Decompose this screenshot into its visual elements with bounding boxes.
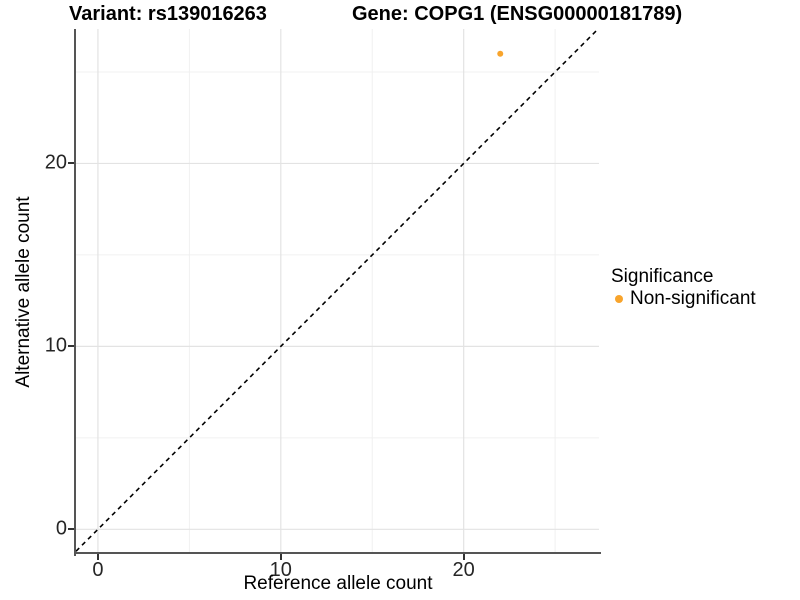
plot-panel [76,29,599,554]
x-tick-label: 10 [269,559,292,581]
y-tick-mark [68,528,74,531]
x-tick-mark [462,554,465,560]
y-tick-label: 20 [44,151,67,174]
legend-item-label: Non-significant [630,288,756,309]
legend-title: Significance [611,266,714,287]
x-axis-title: Reference allele count [243,573,433,594]
identity-line [76,29,599,552]
plot-title-variant: Variant: rs139016263 [69,3,267,25]
x-tick-label: 0 [92,559,104,581]
y-axis-title: Alternative allele count [13,196,34,388]
y-axis-line [74,29,76,556]
x-tick-mark [96,554,99,560]
y-tick-mark [68,345,74,348]
x-axis-line [74,552,601,554]
y-tick-mark [68,162,74,165]
plot-canvas [76,29,599,554]
x-tick-label: 20 [452,559,475,581]
y-tick-label: 10 [44,334,67,357]
point-swatch-icon [615,295,623,303]
data-point [497,50,504,57]
y-tick-label: 0 [55,517,67,540]
x-tick-mark [279,554,282,560]
legend-item: Non-significant [611,288,756,310]
plot-title-gene: Gene: COPG1 (ENSG00000181789) [352,3,683,25]
legend: Significance Non-significant [611,266,756,310]
